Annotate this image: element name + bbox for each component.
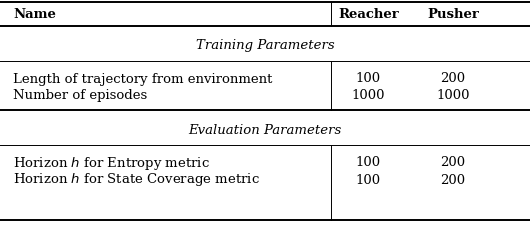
Text: Horizon $h$ for Entropy metric: Horizon $h$ for Entropy metric bbox=[13, 154, 210, 171]
Text: Length of trajectory from environment: Length of trajectory from environment bbox=[13, 72, 272, 85]
Text: Horizon $h$ for State Coverage metric: Horizon $h$ for State Coverage metric bbox=[13, 171, 260, 188]
Text: 200: 200 bbox=[440, 156, 466, 169]
Text: 100: 100 bbox=[356, 156, 381, 169]
Text: Evaluation Parameters: Evaluation Parameters bbox=[188, 123, 342, 136]
Text: Name: Name bbox=[13, 8, 56, 21]
Text: 1000: 1000 bbox=[351, 89, 385, 102]
Text: 100: 100 bbox=[356, 72, 381, 85]
Text: Pusher: Pusher bbox=[427, 8, 479, 21]
Text: Reacher: Reacher bbox=[338, 8, 399, 21]
Text: 200: 200 bbox=[440, 173, 466, 186]
Text: 1000: 1000 bbox=[436, 89, 470, 102]
Text: 200: 200 bbox=[440, 72, 466, 85]
Text: 100: 100 bbox=[356, 173, 381, 186]
Text: Training Parameters: Training Parameters bbox=[196, 39, 334, 52]
Text: Number of episodes: Number of episodes bbox=[13, 89, 147, 102]
